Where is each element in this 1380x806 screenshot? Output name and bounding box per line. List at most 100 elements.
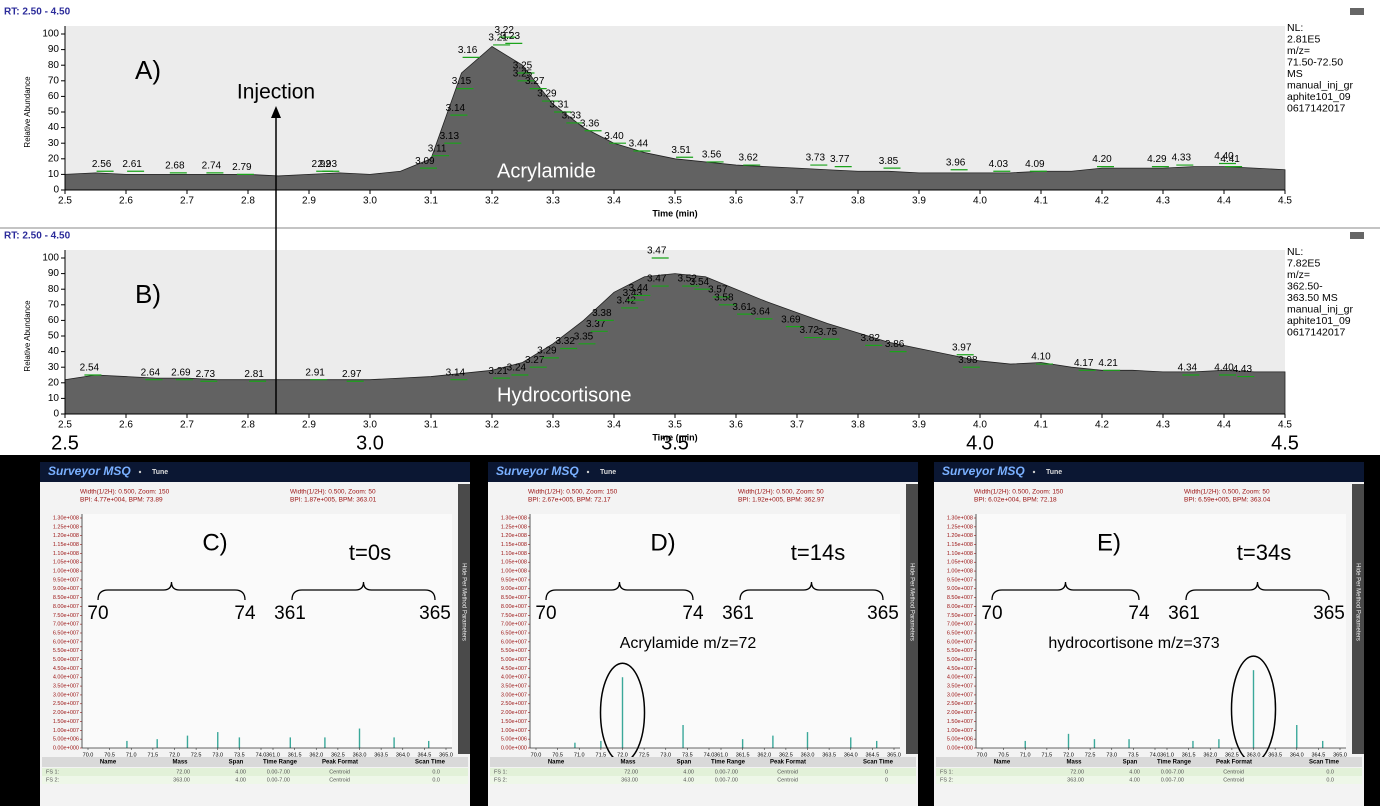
panel-label: E) xyxy=(1097,529,1121,556)
y-tick-label: 2.50e+007 xyxy=(501,701,527,707)
y-tick-label: 3.00e+007 xyxy=(947,692,973,698)
peak-label: 4.41 xyxy=(1220,154,1240,165)
compound-label: Hydrocortisone xyxy=(497,384,632,406)
x-tick-label: 3.7 xyxy=(790,196,804,207)
x-tick-label: 4.2 xyxy=(1095,420,1109,431)
peak-label: 4.33 xyxy=(1172,153,1192,164)
info-line: 71.50-72.50 xyxy=(1287,56,1343,68)
y-tick-label: 6.00e+007 xyxy=(947,639,973,645)
info-line: 363.50 MS xyxy=(1287,292,1338,304)
brace-label: 365 xyxy=(419,603,451,624)
brace-label: 361 xyxy=(274,603,306,624)
y-tick-label: 1.15e+008 xyxy=(947,542,973,548)
table-cell: Centroid xyxy=(329,777,350,783)
peak-label: 4.20 xyxy=(1092,154,1112,165)
mode-dot xyxy=(1033,471,1035,473)
info-text: BPI: 4.77e+004, BPM: 73.89 xyxy=(80,497,163,504)
table-cell: 4.00 xyxy=(235,777,246,783)
x-tick-label: 3.1 xyxy=(424,196,438,207)
y-tick-label: 90 xyxy=(48,44,60,55)
y-axis-title: Relative Abundance xyxy=(23,300,32,372)
peak-label: 2.61 xyxy=(122,159,142,170)
table-header-cell: Time Range xyxy=(711,760,746,766)
mode-label: Tune xyxy=(152,469,168,476)
table-cell: 4.00 xyxy=(1129,769,1140,775)
app-name: Surveyor MSQ xyxy=(496,464,579,478)
y-tick-label: 100 xyxy=(42,29,59,40)
y-tick-label: 7.50e+007 xyxy=(53,613,79,619)
y-tick-label: 4.50e+007 xyxy=(53,666,79,672)
peak-label: 4.29 xyxy=(1147,154,1167,165)
compound-note: Acrylamide m/z=72 xyxy=(620,635,757,652)
table-cell: FS 2: xyxy=(940,777,954,783)
peak-label: 2.74 xyxy=(202,160,222,171)
table-cell: FS 2: xyxy=(494,777,508,783)
x-tick-label: 4.5 xyxy=(1278,196,1292,207)
mode-dot xyxy=(587,471,589,473)
y-tick-label: 1.25e+008 xyxy=(947,524,973,530)
info-text: Width(1/2H): 0.500, Zoom: 150 xyxy=(80,489,170,496)
x-axis-title: Time (min) xyxy=(652,208,697,218)
x-tick-label: 3.4 xyxy=(607,196,621,207)
brace-label: 361 xyxy=(1168,603,1200,624)
info-line: 7.82E5 xyxy=(1287,257,1320,269)
info-text: Width(1/2H): 0.500, Zoom: 150 xyxy=(528,489,618,496)
y-tick-label: 40 xyxy=(48,122,60,133)
table-row xyxy=(490,768,916,776)
time-label: t=14s xyxy=(791,540,845,565)
y-tick-label: 4.00e+007 xyxy=(947,675,973,681)
y-tick-label: 0 xyxy=(53,185,59,196)
y-tick-label: 1.30e+008 xyxy=(947,515,973,521)
y-tick-label: 3.00e+007 xyxy=(501,692,527,698)
peak-label: 3.40 xyxy=(604,131,624,142)
x-tick-label: 3.6 xyxy=(729,420,743,431)
info-line: 362.50- xyxy=(1287,280,1323,292)
info-text: BPI: 1.92e+005, BPM: 362.97 xyxy=(738,497,825,504)
big-x-tick-label: 2.5 xyxy=(51,432,79,454)
info-text: Width(1/2H): 0.500, Zoom: 150 xyxy=(974,489,1064,496)
y-axis-title: Relative Abundance xyxy=(23,76,32,148)
mode-label: Tune xyxy=(600,469,616,476)
table-row xyxy=(42,776,468,784)
x-tick-label: 4.3 xyxy=(1156,196,1170,207)
y-tick-label: 8.50e+007 xyxy=(947,595,973,601)
panel-label: D) xyxy=(650,529,675,556)
y-tick-label: 6.00e+007 xyxy=(501,639,527,645)
y-tick-label: 2.00e+007 xyxy=(501,710,527,716)
app-name: Surveyor MSQ xyxy=(942,464,1025,478)
y-tick-label: 1.10e+008 xyxy=(53,551,79,557)
peak-label: 3.72 xyxy=(799,325,819,336)
table-cell: Centroid xyxy=(777,777,798,783)
y-tick-label: 80 xyxy=(48,284,60,295)
peak-label: 3.27 xyxy=(525,355,545,366)
table-cell: FS 1: xyxy=(494,769,508,775)
table-header-cell: Name xyxy=(994,760,1011,766)
peak-label: 2.97 xyxy=(342,369,362,380)
y-tick-label: 3.50e+007 xyxy=(947,684,973,690)
big-x-tick-label: 4.0 xyxy=(966,432,994,454)
y-tick-label: 7.50e+007 xyxy=(501,613,527,619)
peak-label: 3.85 xyxy=(879,156,899,167)
info-line: 2.81E5 xyxy=(1287,33,1320,45)
table-header-cell: Scan Time xyxy=(863,760,894,766)
table-cell: Centroid xyxy=(329,769,350,775)
y-tick-label: 1.15e+008 xyxy=(501,542,527,548)
y-tick-label: 1.00e+008 xyxy=(501,569,527,575)
peak-label: 3.33 xyxy=(562,111,582,122)
peak-label: 3.24 xyxy=(507,363,527,374)
info-line: manual_inj_gr xyxy=(1287,79,1353,91)
y-tick-label: 7.00e+007 xyxy=(53,622,79,628)
big-x-tick-label: 4.5 xyxy=(1271,432,1299,454)
y-tick-label: 1.25e+008 xyxy=(53,524,79,530)
info-line: MS xyxy=(1287,68,1303,80)
y-tick-label: 6.50e+007 xyxy=(53,630,79,636)
y-tick-label: 60 xyxy=(48,315,60,326)
page: RT: 2.50 - 4.50Relative Abundance0102030… xyxy=(0,0,1380,806)
compound-label: Acrylamide xyxy=(497,160,596,182)
info-line: NL: xyxy=(1287,246,1303,258)
table-cell: Centroid xyxy=(777,769,798,775)
info-line: 0617142017 xyxy=(1287,102,1346,114)
peak-label: 3.14 xyxy=(446,367,466,378)
x-tick-label: 2.6 xyxy=(119,196,133,207)
peak-label: 3.56 xyxy=(702,150,722,161)
